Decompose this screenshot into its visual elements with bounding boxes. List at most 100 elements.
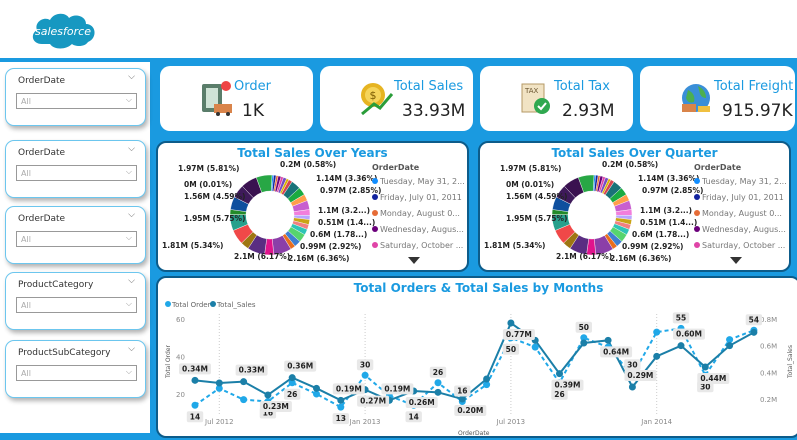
chevron-down-icon[interactable]: ⌵ [128, 72, 135, 82]
kpi-label: Total Sales [394, 79, 464, 94]
chart-title: Total Sales Over Years [237, 146, 388, 160]
data-point-sales[interactable] [628, 383, 636, 391]
data-point-sales[interactable] [604, 336, 612, 344]
data-label: 14 [408, 412, 418, 421]
data-point-sales[interactable] [240, 378, 248, 386]
data-point-sales[interactable] [726, 342, 734, 350]
data-point-sales[interactable] [677, 342, 685, 350]
data-point-sales[interactable] [215, 379, 223, 387]
data-label: 0.2M (0.58%) [602, 160, 659, 169]
data-point-sales[interactable] [434, 388, 442, 396]
legend-label[interactable]: Total Order [171, 301, 211, 309]
donut-slice[interactable] [256, 174, 273, 193]
legend-item[interactable]: Saturday, October ... [694, 241, 785, 250]
legend-item[interactable]: Monday, August 0... [372, 209, 460, 218]
data-label-bg [405, 397, 438, 408]
data-label: 0.6M (1.78...) [632, 230, 690, 239]
chevron-down-icon[interactable]: ⌵ [128, 276, 135, 286]
slicer-dropdown[interactable]: All ⌵ [16, 297, 137, 313]
data-label: 2.1M (6.17%) [556, 252, 613, 261]
data-label: 0.34M [182, 364, 208, 373]
legend-item[interactable]: Tuesday, May 31, 2... [372, 177, 465, 186]
legend-dot [372, 178, 378, 184]
slicer-dropdown[interactable]: All ⌵ [16, 165, 137, 181]
data-point-order[interactable] [240, 396, 248, 404]
data-point-order[interactable] [531, 343, 539, 351]
legend-item[interactable]: Wednesday, Augus... [694, 225, 786, 234]
legend-dot [694, 194, 700, 200]
legend-marker [210, 301, 216, 307]
slicer-orderdate[interactable]: OrderDate ⌵ All ⌵ [5, 68, 146, 126]
data-label-bg [551, 379, 584, 391]
data-label: 1.14M (3.36%) [316, 174, 378, 183]
slicer-orderdate[interactable]: OrderDate ⌵ All ⌵ [5, 140, 146, 198]
data-point-order[interactable] [434, 379, 442, 387]
data-point-sales[interactable] [507, 319, 515, 327]
legend-item[interactable]: Friday, July 01, 2011 [694, 193, 784, 202]
slicer-dropdown[interactable]: All ⌵ [16, 231, 137, 247]
data-point-sales[interactable] [337, 396, 345, 404]
data-label: 0.39M [555, 381, 581, 390]
legend-item[interactable]: Friday, July 01, 2011 [372, 193, 462, 202]
data-point-sales[interactable] [264, 391, 272, 399]
slicer-productsubcategory[interactable]: ProductSubCategory ⌵ All ⌵ [5, 340, 146, 398]
data-point-order[interactable] [483, 381, 491, 389]
data-point-sales[interactable] [580, 339, 588, 347]
legend-item[interactable]: Wednesday, Augus... [372, 225, 464, 234]
legend-item[interactable]: Saturday, October ... [372, 241, 463, 250]
data-point-sales[interactable] [556, 370, 563, 378]
data-point-order[interactable] [361, 371, 369, 379]
data-label: 0.97M (2.85%) [320, 186, 382, 195]
data-point-sales[interactable] [191, 376, 199, 384]
data-label-bg [454, 405, 487, 416]
data-point-order[interactable] [337, 403, 345, 411]
data-point-sales[interactable] [701, 363, 709, 371]
data-point-sales[interactable] [288, 374, 296, 382]
data-point-order[interactable] [580, 334, 588, 342]
data-label: 2.16M (6.36%) [610, 254, 672, 263]
legend-dot [372, 194, 378, 200]
data-point-order[interactable] [313, 390, 320, 398]
legend-label[interactable]: Total_Sales [216, 301, 256, 309]
legend-dot [694, 226, 700, 232]
data-point-order[interactable] [288, 379, 296, 387]
data-point-order[interactable] [215, 384, 223, 392]
data-label-bg [697, 373, 730, 384]
kpi-card-order: Order 1K [160, 66, 313, 131]
donut-slice[interactable] [578, 174, 595, 193]
dropdown-value: All [21, 235, 31, 244]
data-label-bg [284, 360, 317, 372]
chevron-down-icon[interactable]: ⌵ [128, 344, 135, 354]
donut-card-quarter: Total Sales Over Quarter 0.2M (0.58%) 1.14… [478, 141, 791, 272]
data-point-sales[interactable] [483, 375, 491, 383]
data-point-order[interactable] [653, 328, 661, 336]
chevron-down-icon[interactable]: ⌵ [128, 210, 135, 220]
data-label: 0.99M (2.92%) [622, 242, 684, 251]
data-point-sales[interactable] [653, 352, 661, 360]
chevron-down-icon[interactable]: ⌵ [128, 144, 135, 154]
slicer-dropdown[interactable]: All ⌵ [16, 365, 137, 381]
data-label-bg [284, 388, 301, 400]
slicer-orderdate[interactable]: OrderDate ⌵ All ⌵ [5, 206, 146, 264]
data-point-sales[interactable] [750, 328, 758, 336]
data-point-sales[interactable] [313, 384, 320, 392]
data-label: 1.97M (5.81%) [500, 164, 562, 173]
kpi-label: Total Freight [714, 79, 794, 94]
slicer-title: OrderDate [18, 214, 66, 224]
data-point-order[interactable] [191, 401, 199, 409]
scroll-down-icon[interactable] [408, 257, 420, 264]
chevron-down-icon: ⌵ [125, 233, 132, 242]
svg-text:$: $ [370, 89, 377, 102]
legend-item[interactable]: Tuesday, May 31, 2... [694, 177, 787, 186]
kpi-label: Order [234, 79, 271, 94]
data-label: 1.81M (5.34%) [162, 241, 224, 250]
globe-freight-icon [682, 84, 710, 112]
data-label-bg [575, 321, 592, 333]
slicer-dropdown[interactable]: All ⌵ [16, 93, 137, 109]
data-label: 0M (0.01%) [506, 180, 555, 189]
data-point-order[interactable] [726, 336, 734, 344]
scroll-down-icon[interactable] [730, 257, 742, 264]
legend-item[interactable]: Monday, August 0... [694, 209, 782, 218]
slicer-productcategory[interactable]: ProductCategory ⌵ All ⌵ [5, 272, 146, 330]
data-point-sales[interactable] [458, 395, 466, 403]
